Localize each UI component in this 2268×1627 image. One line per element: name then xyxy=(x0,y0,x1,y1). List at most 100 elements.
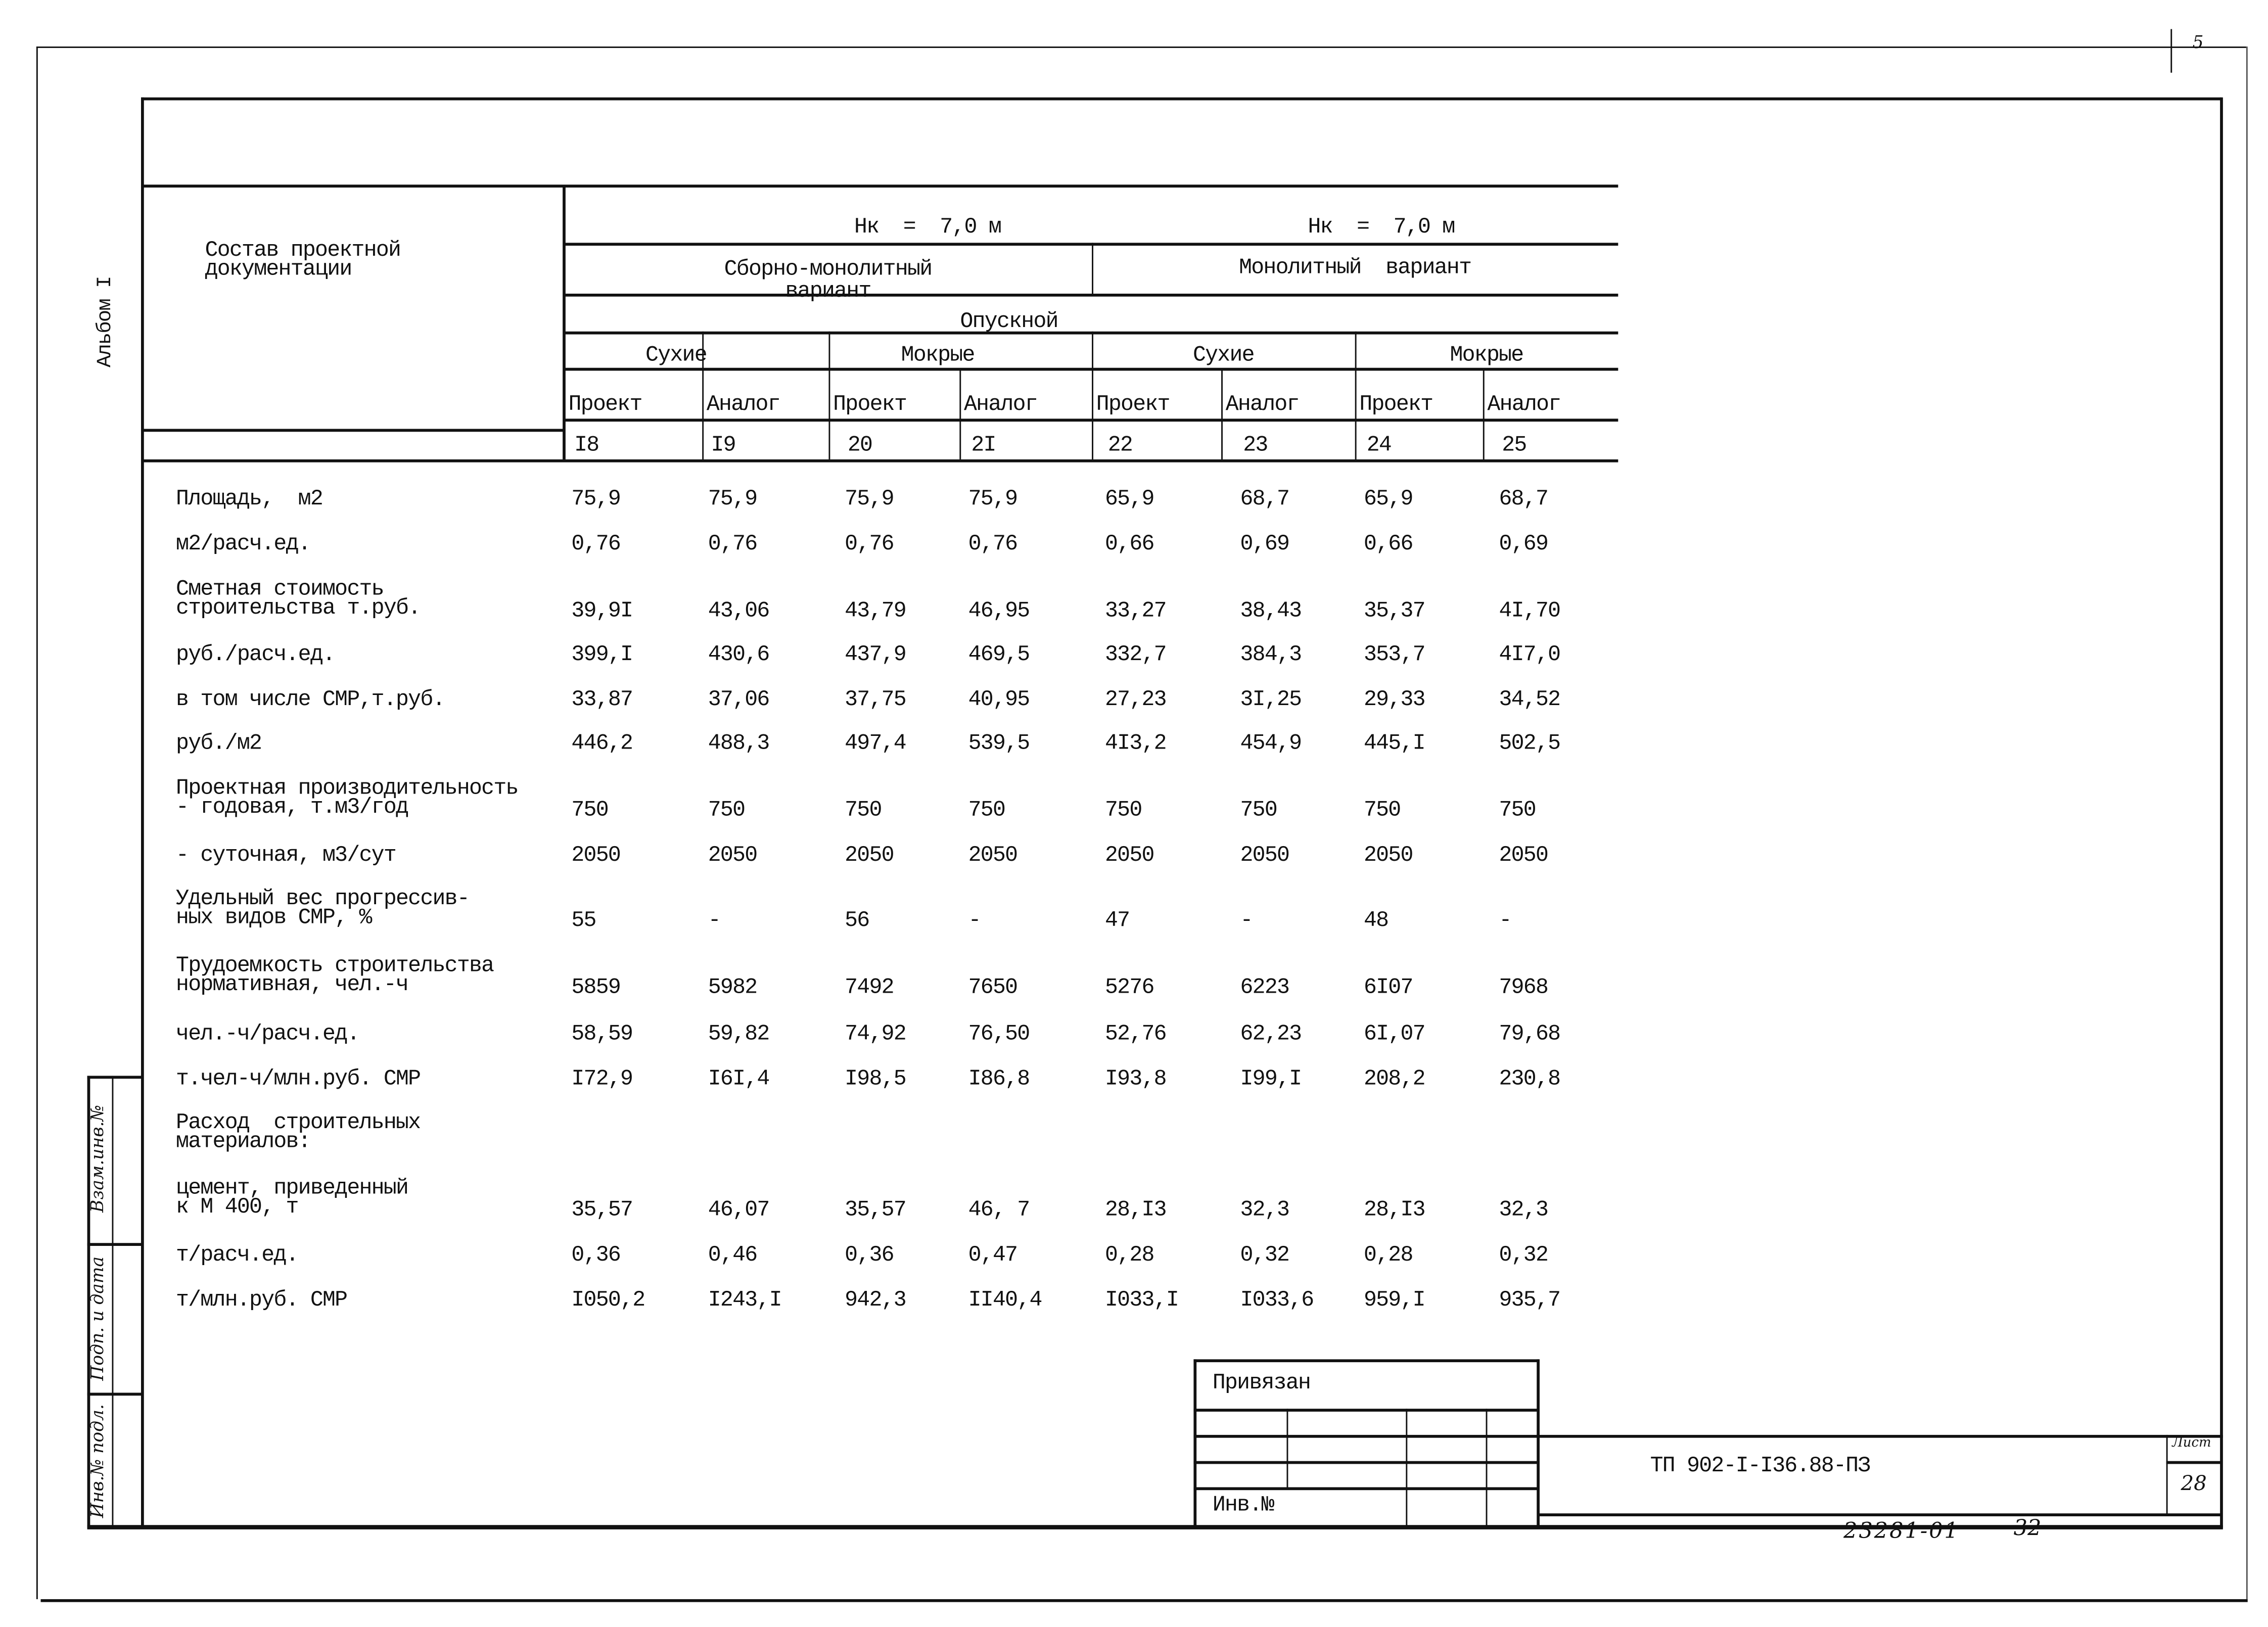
cell-value: 4I3,2 xyxy=(1104,731,1167,756)
cell-value: - xyxy=(708,908,721,934)
cell-value: 750 xyxy=(968,798,1006,823)
stamp-field-replaced-inv: Взам.инв.№ xyxy=(87,1104,108,1213)
cell-value: 55 xyxy=(571,908,596,934)
cell-value: II40,4 xyxy=(968,1288,1043,1313)
cell-value: I033,I xyxy=(1104,1288,1179,1313)
cell-value: 4I7,0 xyxy=(1499,642,1561,668)
cell-value: 502,5 xyxy=(1499,731,1561,756)
cell-value: 68,7 xyxy=(1240,487,1289,512)
column-number: I9 xyxy=(711,433,736,458)
cell-value: 208,2 xyxy=(1363,1067,1426,1092)
subgroup-3: Сухие xyxy=(1192,343,1255,368)
cell-value: 437,9 xyxy=(845,642,907,668)
cell-value: 497,4 xyxy=(845,731,907,756)
subgroup-2: Мокрые xyxy=(901,343,976,368)
column-header: Проект xyxy=(1359,392,1433,417)
cell-value: 37,06 xyxy=(708,687,770,713)
column-header: Проект xyxy=(568,392,643,417)
cell-value: 7650 xyxy=(968,975,1018,1000)
cell-value: 7492 xyxy=(845,975,894,1000)
cell-value: 750 xyxy=(708,798,746,823)
column-number: 22 xyxy=(1107,433,1133,458)
cell-value: 7968 xyxy=(1499,975,1548,1000)
cell-value: 6223 xyxy=(1240,975,1289,1000)
cell-value: I72,9 xyxy=(571,1067,633,1092)
cell-value: 446,2 xyxy=(571,731,633,756)
group-height-1: Hк = 7,0 м xyxy=(854,215,1002,240)
cell-value: 750 xyxy=(1104,798,1142,823)
stamp-field-original-inv: Инв.№ подл. xyxy=(87,1404,108,1518)
row-label: Трудоемкость строительства нормативная, … xyxy=(176,953,494,998)
column-number: 25 xyxy=(1502,433,1527,458)
cell-value: 76,50 xyxy=(968,1022,1031,1047)
cell-value: 0,32 xyxy=(1240,1243,1289,1268)
row-label: руб./м2 xyxy=(176,731,262,756)
cell-value: 74,92 xyxy=(845,1022,907,1047)
cell-value: 33,27 xyxy=(1104,599,1167,624)
album-label: Альбом I xyxy=(94,276,118,367)
subgroup-1: Сухие xyxy=(645,343,708,368)
cell-value: 2050 xyxy=(708,843,758,868)
cell-value: 3I,25 xyxy=(1240,687,1302,713)
column-number: I8 xyxy=(574,433,599,458)
cell-value: 2050 xyxy=(571,843,621,868)
cell-value: 0,46 xyxy=(708,1243,758,1268)
page-number-handwritten: 32 xyxy=(2013,1515,2042,1541)
column-header: Проект xyxy=(833,392,907,417)
cell-value: 65,9 xyxy=(1104,487,1154,512)
cell-value: 445,I xyxy=(1363,731,1426,756)
row-label: в том числе СМР,т.руб. xyxy=(176,687,445,713)
cell-value: 959,I xyxy=(1363,1288,1426,1313)
cell-value: 32,3 xyxy=(1499,1198,1548,1223)
row-label: т/млн.руб. СМР xyxy=(176,1288,348,1313)
row-label: руб./расч.ед. xyxy=(176,642,336,668)
cell-value: 58,59 xyxy=(571,1022,633,1047)
cell-value: 29,33 xyxy=(1363,687,1426,713)
cell-value: 0,69 xyxy=(1240,532,1289,557)
cell-value: 46, 7 xyxy=(968,1198,1031,1223)
cell-value: 2050 xyxy=(968,843,1018,868)
cell-value: - xyxy=(1240,908,1253,934)
cell-value: 935,7 xyxy=(1499,1288,1561,1313)
column-header: Аналог xyxy=(963,392,1038,417)
cell-value: 384,3 xyxy=(1240,642,1302,668)
row-label: Проектная производительность - годовая, … xyxy=(176,776,519,820)
archive-number: 23281-01 xyxy=(1843,1517,1960,1544)
cell-value: 5276 xyxy=(1104,975,1154,1000)
cell-value: 942,3 xyxy=(845,1288,907,1313)
cell-value: 33,87 xyxy=(571,687,633,713)
cell-value: 39,9I xyxy=(571,599,633,624)
cell-value: 0,76 xyxy=(571,532,621,557)
type-label: Опускной xyxy=(960,309,1058,335)
cell-value: 40,95 xyxy=(968,687,1031,713)
cell-value: 52,76 xyxy=(1104,1022,1167,1047)
cell-value: 2050 xyxy=(1363,843,1413,868)
cell-value: 750 xyxy=(1363,798,1401,823)
cell-value: 47 xyxy=(1104,908,1130,934)
cell-value: 2050 xyxy=(1240,843,1289,868)
group-height-2: Hк = 7,0 м xyxy=(1308,215,1455,240)
cell-value: I050,2 xyxy=(571,1288,645,1313)
row-label: Площадь, м2 xyxy=(176,487,323,512)
cell-value: 37,75 xyxy=(845,687,907,713)
cell-value: 62,23 xyxy=(1240,1022,1302,1047)
cell-value: I86,8 xyxy=(968,1067,1031,1092)
cell-value: 0,69 xyxy=(1499,532,1548,557)
group-variant-1: Сборно-монолитный вариант xyxy=(724,257,933,304)
cell-value: 75,9 xyxy=(708,487,758,512)
document-code: ТП 902-I-I36.88-ПЗ xyxy=(1650,1454,1871,1479)
cell-value: - xyxy=(968,908,982,934)
cell-value: 0,28 xyxy=(1104,1243,1154,1268)
cell-value: 2050 xyxy=(845,843,894,868)
cell-value: 43,06 xyxy=(708,599,770,624)
cell-value: 353,7 xyxy=(1363,642,1426,668)
row-label: Расход строительных материалов: xyxy=(176,1110,421,1154)
cell-value: I99,I xyxy=(1240,1067,1302,1092)
column-header: Аналог xyxy=(706,392,781,417)
column-header: Аналог xyxy=(1225,392,1300,417)
cell-value: 65,9 xyxy=(1363,487,1413,512)
header-left: Состав проектной документации xyxy=(205,238,401,283)
cell-value: 4I,70 xyxy=(1499,599,1561,624)
cell-value: 5982 xyxy=(708,975,758,1000)
cell-value: 46,07 xyxy=(708,1198,770,1223)
